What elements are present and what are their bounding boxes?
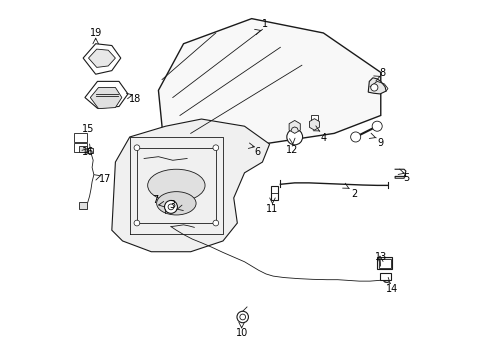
Text: 7: 7 <box>152 195 159 205</box>
Text: 6: 6 <box>253 147 260 157</box>
Circle shape <box>286 129 302 145</box>
Bar <box>378 259 390 267</box>
Circle shape <box>237 311 248 323</box>
Ellipse shape <box>156 192 196 215</box>
Polygon shape <box>90 87 122 109</box>
Circle shape <box>350 132 360 142</box>
Circle shape <box>164 201 177 213</box>
Bar <box>271 186 277 200</box>
Circle shape <box>168 204 174 210</box>
Text: 8: 8 <box>379 68 385 78</box>
Bar <box>86 148 93 153</box>
Circle shape <box>383 277 388 283</box>
Text: 1: 1 <box>262 19 268 29</box>
Circle shape <box>134 145 140 150</box>
Bar <box>74 143 86 152</box>
Bar <box>79 145 86 152</box>
Polygon shape <box>112 119 269 252</box>
Text: 10: 10 <box>235 328 247 338</box>
Circle shape <box>371 121 382 131</box>
Polygon shape <box>367 78 386 94</box>
Text: 11: 11 <box>266 204 278 214</box>
Text: 15: 15 <box>82 124 95 134</box>
Bar <box>79 202 86 209</box>
Text: 5: 5 <box>403 173 409 183</box>
Text: 4: 4 <box>320 133 326 143</box>
Text: 16: 16 <box>82 147 95 157</box>
Bar <box>74 134 86 142</box>
Circle shape <box>239 314 245 320</box>
Circle shape <box>370 84 377 91</box>
Polygon shape <box>309 119 319 130</box>
Text: 9: 9 <box>377 138 383 148</box>
Bar <box>376 257 391 269</box>
Text: 19: 19 <box>89 28 102 38</box>
Polygon shape <box>88 49 115 67</box>
Text: 2: 2 <box>350 189 356 199</box>
Text: 17: 17 <box>99 174 111 184</box>
Bar <box>310 115 317 124</box>
Ellipse shape <box>147 169 204 202</box>
Polygon shape <box>85 81 128 108</box>
Text: 12: 12 <box>286 145 298 155</box>
Polygon shape <box>288 121 300 134</box>
Circle shape <box>212 145 218 150</box>
Text: 3: 3 <box>169 200 176 210</box>
Polygon shape <box>158 19 380 162</box>
Text: 18: 18 <box>129 94 141 104</box>
Text: 13: 13 <box>374 252 386 262</box>
Text: 14: 14 <box>386 284 398 294</box>
Circle shape <box>134 220 140 226</box>
Polygon shape <box>83 44 121 74</box>
Circle shape <box>212 220 218 226</box>
Bar <box>379 273 390 280</box>
